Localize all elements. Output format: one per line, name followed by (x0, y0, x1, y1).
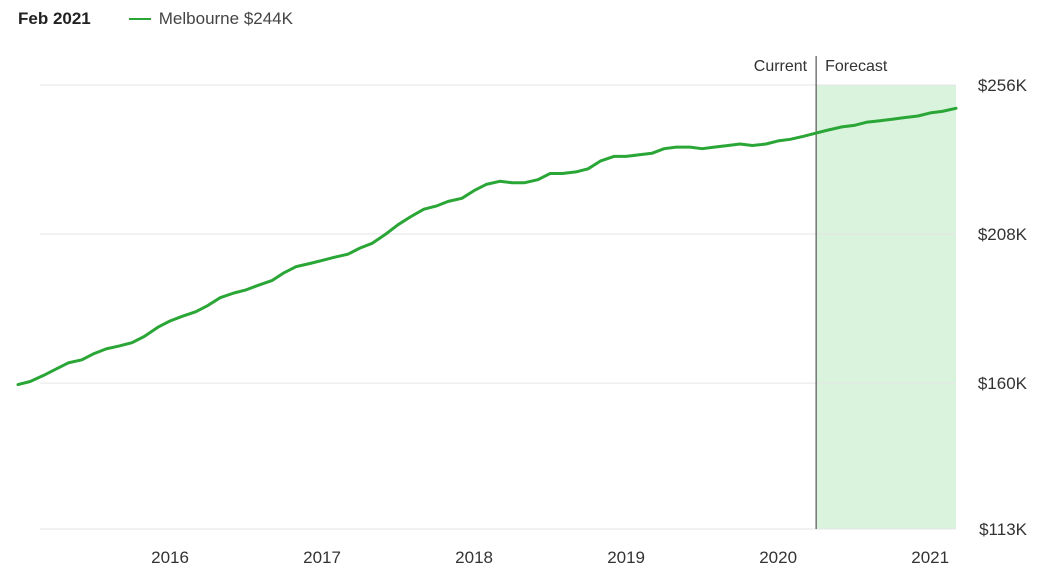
forecast-region (816, 85, 956, 529)
y-tick-label: $256K (978, 76, 1028, 95)
y-tick-label: $160K (978, 374, 1028, 393)
x-tick-label: 2016 (151, 548, 189, 567)
gridlines (40, 84, 956, 530)
legend: Melbourne $244K (128, 9, 293, 29)
x-tick-label: 2017 (303, 548, 341, 567)
forecast-label: Forecast (825, 58, 888, 75)
x-tick-label: 2018 (455, 548, 493, 567)
y-tick-label: $208K (978, 225, 1028, 244)
x-tick-label: 2021 (911, 548, 949, 567)
x-tick-label: 2020 (759, 548, 797, 567)
legend-label: Melbourne $244K (158, 9, 293, 28)
y-tick-label: $113K (979, 520, 1028, 539)
x-tick-label: 2019 (607, 548, 645, 567)
chart-header: Feb 2021 Melbourne $244K (18, 6, 293, 32)
x-axis-ticks: 2016 2017 2018 2019 2020 2021 (151, 548, 949, 567)
y-axis-ticks: $256K $208K $160K $113K (978, 76, 1028, 539)
series-line-melbourne[interactable] (16, 106, 958, 387)
selected-date: Feb 2021 (18, 9, 91, 28)
legend-line-swatch (128, 18, 151, 20)
current-label: Current (754, 58, 808, 75)
